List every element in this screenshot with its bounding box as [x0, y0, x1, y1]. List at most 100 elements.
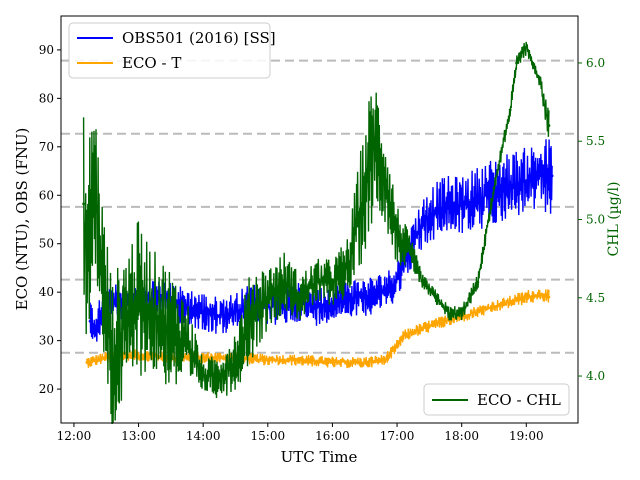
series-point — [298, 296, 302, 300]
series-point — [492, 305, 496, 309]
series-point — [101, 280, 105, 284]
series-point — [85, 265, 89, 268]
y-right-axis-ticks: 4.0 4.5 5.0 5.5 6.0 — [578, 56, 605, 383]
y-left-tick-label: 30 — [39, 334, 54, 348]
series-point — [476, 280, 480, 284]
x-axis-label: UTC Time — [281, 448, 358, 466]
series-point — [153, 312, 157, 315]
series-point — [85, 361, 89, 364]
series-point — [508, 184, 512, 187]
series-point — [476, 310, 480, 313]
series-point — [524, 295, 528, 299]
y-right-axis-label: CHL (µg/l) — [606, 182, 622, 257]
series-point — [415, 232, 418, 236]
series-point — [217, 374, 221, 378]
y-left-tick-label: 70 — [39, 140, 54, 154]
series-point — [91, 171, 95, 174]
series-point — [492, 186, 496, 190]
series-point — [266, 296, 270, 300]
series-point — [314, 280, 318, 284]
series-point — [201, 356, 205, 359]
legend-eco-t-label: ECO - T — [122, 54, 181, 72]
series-point — [104, 356, 108, 359]
series-point — [524, 179, 528, 183]
series-point — [395, 233, 399, 237]
series-point — [392, 348, 396, 352]
series-point — [460, 203, 464, 207]
legend-obs-label: OBS501 (2016) [SS] — [122, 29, 276, 47]
series-point — [515, 61, 519, 65]
series-layer — [82, 41, 554, 425]
series-point — [444, 203, 447, 207]
x-tick-label: 18:00 — [444, 429, 479, 443]
series-point — [347, 295, 350, 299]
series-point — [137, 296, 140, 300]
series-point — [169, 327, 173, 331]
series-point — [217, 315, 221, 318]
x-tick-label: 14:00 — [186, 429, 221, 443]
series-point — [363, 361, 367, 364]
series-point — [547, 124, 551, 127]
series-point — [185, 343, 189, 347]
series-line-2 — [82, 41, 550, 425]
series-point — [298, 358, 302, 362]
series-point — [508, 300, 512, 304]
series-point — [120, 327, 124, 331]
series-point — [524, 45, 528, 49]
series-point — [331, 361, 334, 364]
series-point — [427, 324, 431, 328]
series-point — [395, 276, 399, 280]
series-point — [382, 171, 386, 174]
series-point — [537, 77, 541, 81]
series-point — [250, 312, 254, 315]
y-left-tick-label: 50 — [39, 237, 54, 251]
series-point — [434, 296, 438, 300]
x-tick-label: 13:00 — [121, 429, 156, 443]
legend-eco-chl-label: ECO - CHL — [477, 391, 561, 409]
series-point — [444, 319, 447, 323]
legend-right-box — [423, 383, 570, 416]
series-point — [282, 280, 286, 284]
series-point — [547, 295, 551, 299]
y-left-axis-ticks: 20 30 40 50 60 70 80 90 — [39, 43, 61, 396]
series-point — [88, 319, 92, 323]
x-tick-label: 12:00 — [57, 429, 92, 443]
y-right-tick-label: 5.0 — [586, 213, 605, 227]
series-point — [266, 358, 270, 362]
series-point — [476, 198, 480, 202]
series-point — [356, 218, 360, 221]
series-point — [82, 202, 86, 206]
series-point — [427, 213, 431, 217]
series-point — [379, 290, 383, 294]
series-point — [415, 329, 418, 333]
series-point — [508, 108, 512, 112]
series-point — [363, 295, 367, 299]
series-point — [234, 310, 237, 313]
y-left-tick-label: 60 — [39, 188, 54, 202]
series-point — [201, 310, 205, 313]
legend-right: ECO - CHL — [423, 383, 570, 416]
x-tick-label: 16:00 — [315, 429, 350, 443]
series-point — [402, 334, 405, 338]
y-left-tick-label: 40 — [39, 285, 54, 299]
y-left-tick-label: 80 — [39, 91, 54, 105]
y-right-tick-label: 4.0 — [586, 369, 605, 383]
x-axis-ticks: 12:00 13:00 14:00 15:00 16:00 17:00 18:00 19:00 — [57, 423, 544, 443]
series-point — [408, 249, 412, 253]
series-point — [93, 324, 97, 328]
legend-left: OBS501 (2016) [SS] ECO - T — [68, 22, 276, 79]
series-point — [541, 293, 544, 297]
series-point — [234, 358, 237, 362]
series-point — [137, 353, 140, 357]
x-tick-label: 19:00 — [509, 429, 544, 443]
y-right-tick-label: 5.5 — [586, 134, 605, 148]
legend-left-box — [68, 22, 271, 79]
y-right-tick-label: 4.5 — [586, 291, 605, 305]
x-tick-label: 15:00 — [251, 429, 286, 443]
x-tick-label: 17:00 — [380, 429, 415, 443]
series-point — [111, 358, 115, 362]
series-point — [373, 139, 376, 143]
series-point — [447, 312, 451, 315]
series-point — [347, 265, 350, 268]
